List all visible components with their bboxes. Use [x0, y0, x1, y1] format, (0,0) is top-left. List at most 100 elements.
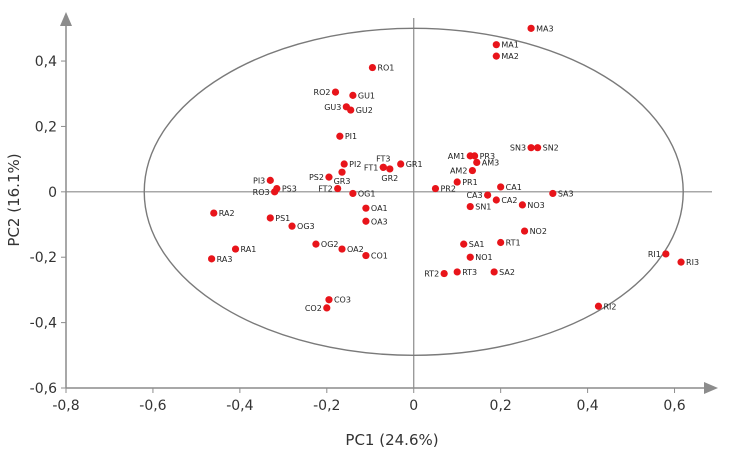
point-label: SN1 — [475, 203, 491, 212]
point-label: SA1 — [469, 240, 485, 249]
point-label: OG2 — [321, 240, 339, 249]
point-label: RT2 — [424, 270, 439, 279]
data-point — [484, 191, 492, 199]
point-label: RO2 — [314, 88, 331, 97]
data-point — [331, 88, 340, 96]
x-tick-label: 0,6 — [663, 398, 685, 414]
point-label: RO3 — [253, 188, 270, 197]
data-point — [453, 178, 461, 186]
data-point — [338, 245, 346, 253]
data-point — [473, 158, 481, 166]
point-label: PI3 — [253, 176, 265, 185]
point-label: GU3 — [324, 103, 341, 112]
tick-labels: -0,8 -0,6 -0,4 -0,2 0 0,2 0,4 0,60,40,20-0,2-0,… — [30, 54, 686, 414]
point-label: MA1 — [501, 41, 518, 50]
point-label: PR3 — [480, 152, 495, 161]
point-label: GU2 — [356, 106, 373, 115]
confidence-ellipse — [143, 27, 684, 357]
data-point — [338, 168, 346, 176]
data-point — [527, 144, 535, 152]
point-label: CO1 — [371, 252, 388, 261]
point-label: NO2 — [530, 227, 547, 236]
data-point — [431, 184, 440, 193]
data-point — [386, 165, 394, 173]
point-label: RA2 — [219, 209, 235, 218]
y-tick-label: -0,6 — [30, 381, 57, 397]
x-tick-label: 0,2 — [490, 398, 512, 414]
data-point — [340, 160, 348, 168]
data-point — [466, 253, 474, 261]
data-point — [266, 176, 274, 184]
point-label: GR3 — [334, 177, 351, 186]
point-label: AM3 — [482, 158, 499, 167]
data-point — [594, 302, 603, 310]
point-label: RI1 — [648, 250, 661, 259]
data-point — [527, 24, 535, 32]
data-point — [662, 250, 670, 258]
point-label: MA3 — [536, 24, 553, 33]
data-point — [379, 163, 387, 171]
data-point — [362, 204, 370, 212]
point-label: FT2 — [318, 185, 332, 194]
data-point — [208, 255, 216, 263]
point-label: PS3 — [282, 185, 297, 194]
data-point — [271, 188, 279, 196]
point-label: NO1 — [475, 253, 492, 262]
data-point — [440, 269, 448, 278]
point-label: CA3 — [466, 191, 482, 200]
point-label: SN2 — [543, 144, 559, 153]
data-point — [362, 251, 370, 260]
data-point — [518, 201, 527, 209]
point-label: RI2 — [603, 302, 616, 311]
x-tick-label: -0,2 — [313, 398, 340, 414]
data-point — [325, 173, 333, 181]
data-point — [347, 106, 355, 114]
x-tick-label: -0,6 — [139, 398, 166, 414]
point-label: PR2 — [440, 185, 455, 194]
y-tick-label: 0,2 — [35, 119, 57, 135]
point-label: RA3 — [217, 255, 233, 264]
point-label: GR2 — [381, 174, 398, 183]
point-label: SA3 — [558, 189, 574, 198]
data-point — [210, 209, 218, 217]
point-label: OG1 — [358, 189, 376, 198]
data-point — [323, 304, 331, 312]
x-axis-title: PC1 (24.6%) — [345, 431, 438, 449]
y-tick-label: -0,4 — [30, 316, 57, 332]
point-label: PS2 — [309, 173, 324, 182]
data-point — [497, 183, 505, 191]
point-label: OA1 — [371, 204, 388, 213]
point-label: NO3 — [527, 201, 544, 210]
data-point — [349, 91, 357, 99]
data-point — [288, 222, 296, 230]
point-label: FT3 — [376, 154, 390, 163]
point-label: AM1 — [448, 152, 465, 161]
data-point — [336, 132, 344, 140]
data-point — [231, 245, 240, 253]
point-label: PR1 — [462, 178, 477, 187]
confidence-ellipse-layer — [143, 27, 684, 357]
data-point — [368, 63, 377, 72]
point-label: PS1 — [275, 214, 290, 223]
point-label: CO3 — [334, 296, 351, 305]
x-tick-label: -0,8 — [52, 398, 79, 414]
point-label: AM2 — [450, 167, 467, 176]
point-label: RI3 — [686, 258, 699, 267]
data-point — [534, 144, 542, 152]
point-label: PI2 — [349, 160, 361, 169]
point-label: GR1 — [406, 160, 423, 169]
data-point — [492, 52, 500, 60]
point-label: CO2 — [305, 304, 322, 313]
data-point — [677, 258, 685, 266]
point-label: PI1 — [345, 132, 357, 141]
point-label: CA1 — [506, 183, 522, 192]
x-tick-label: -0,4 — [226, 398, 253, 414]
data-point — [349, 189, 357, 198]
data-point — [549, 189, 557, 198]
point-label: FT1 — [364, 163, 378, 172]
point-label: MA2 — [501, 52, 518, 61]
data-point — [492, 41, 500, 49]
x-axis-arrow — [704, 382, 718, 394]
